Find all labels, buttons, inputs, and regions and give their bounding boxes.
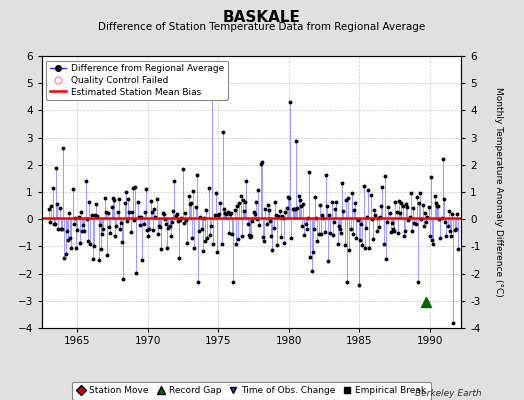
Text: BASKALE: BASKALE: [223, 10, 301, 25]
Y-axis label: Monthly Temperature Anomaly Difference (°C): Monthly Temperature Anomaly Difference (…: [495, 87, 504, 297]
Legend: Station Move, Record Gap, Time of Obs. Change, Empirical Break: Station Move, Record Gap, Time of Obs. C…: [72, 382, 431, 400]
Text: Berkeley Earth: Berkeley Earth: [416, 389, 482, 398]
Text: Difference of Station Temperature Data from Regional Average: Difference of Station Temperature Data f…: [99, 22, 425, 32]
